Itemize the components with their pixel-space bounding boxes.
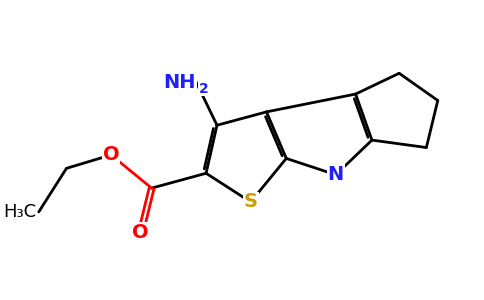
Text: N: N xyxy=(328,165,344,184)
Text: 2: 2 xyxy=(198,82,209,96)
Text: O: O xyxy=(103,146,120,164)
Text: S: S xyxy=(243,193,257,211)
Text: NH: NH xyxy=(164,73,196,92)
Text: O: O xyxy=(133,223,149,242)
Text: H₃C: H₃C xyxy=(3,203,36,221)
